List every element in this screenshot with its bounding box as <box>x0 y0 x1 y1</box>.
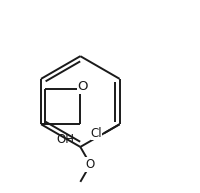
Text: O: O <box>85 158 95 171</box>
Text: O: O <box>77 80 88 93</box>
Text: Cl: Cl <box>90 127 102 140</box>
Text: OH: OH <box>56 133 74 146</box>
